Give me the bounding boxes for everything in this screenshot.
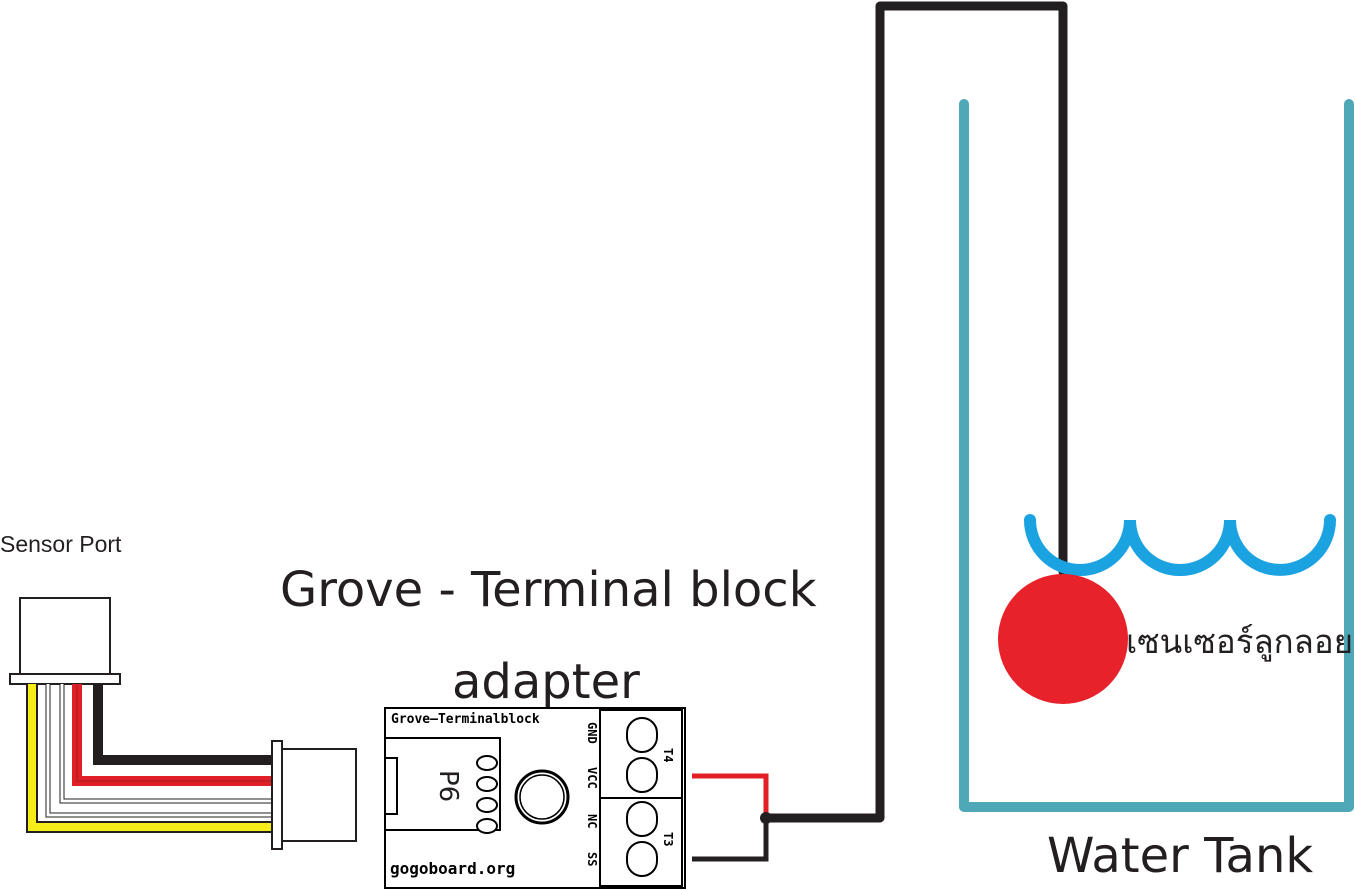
pin-nc-label: NC (585, 814, 599, 828)
wire-black (93, 684, 272, 765)
float-sensor-cable (761, 1, 1068, 823)
connector-label: P6 (433, 770, 463, 802)
water-tank (959, 99, 1354, 812)
float-sensor-label: เซนเซอร์ลูกลอย (1126, 622, 1353, 662)
mounting-hole (514, 769, 570, 825)
float-ball (998, 574, 1128, 704)
board-grove-socket: P6 (384, 737, 501, 834)
screw-terminal-t4: T4 (599, 709, 683, 799)
water-surface (1024, 514, 1336, 576)
wire-red-vcc (692, 773, 769, 818)
adapter-title-line2: adapter (452, 654, 640, 710)
grove-plug (271, 740, 357, 850)
water-tank-label: Water Tank (1047, 828, 1313, 884)
screw-terminal-t3: T3 (599, 797, 683, 887)
terminal-t3-label: T3 (661, 832, 675, 846)
sensor-port-connector (9, 597, 121, 685)
terminal-block-board: Grove–Terminalblock P6 gogoboard.org GND… (384, 707, 686, 889)
pin-gnd-label: GND (585, 722, 599, 744)
wire-red (72, 684, 272, 786)
adapter-title-line1: Grove - Terminal block (280, 562, 817, 618)
wire-black-ss (692, 818, 769, 862)
board-url: gogoboard.org (390, 859, 515, 878)
pin-ss-label: SS (585, 852, 599, 866)
grove-cable (26, 684, 272, 833)
sensor-wires (692, 1, 1068, 862)
pin-vcc-label: VCC (585, 767, 599, 789)
sensor-port-label: Sensor Port (0, 531, 122, 557)
terminal-t4-label: T4 (661, 748, 675, 762)
board-name: Grove–Terminalblock (391, 712, 540, 727)
